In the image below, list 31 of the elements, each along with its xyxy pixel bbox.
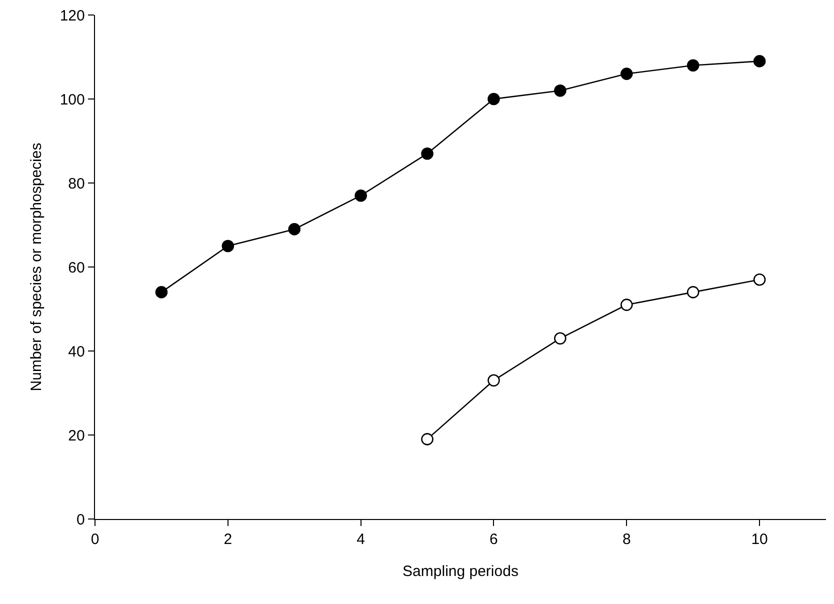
y-tick-label: 20 <box>68 427 85 444</box>
point <box>222 240 234 252</box>
point <box>421 433 434 446</box>
point <box>155 286 168 298</box>
y-tick-label: 80 <box>68 175 85 192</box>
x-axis-title: Sampling periods <box>402 563 518 580</box>
point <box>288 223 301 236</box>
point <box>620 298 633 311</box>
y-axis-title: Number of species or morphospecies <box>28 142 46 392</box>
y-tick-label: 0 <box>76 511 85 528</box>
y-tick-label: 100 <box>60 91 85 108</box>
point <box>421 147 434 160</box>
point <box>753 273 766 286</box>
x-tick-label: 6 <box>490 531 498 548</box>
x-tick-label: 0 <box>90 531 100 548</box>
x-tick-label: 4 <box>356 531 365 548</box>
x-tick-label: 8 <box>622 531 631 548</box>
point <box>488 374 500 387</box>
point <box>354 189 367 202</box>
point <box>686 59 700 72</box>
y-tick-label: 40 <box>68 343 85 360</box>
y-tick-label: 60 <box>68 259 85 276</box>
y-tick-label: 120 <box>60 7 85 24</box>
x-tick-label: 2 <box>224 531 232 548</box>
point <box>753 55 766 68</box>
point <box>488 92 500 106</box>
point <box>686 286 700 298</box>
point <box>554 332 566 345</box>
x-tick-label: 10 <box>751 531 768 548</box>
point <box>620 68 633 80</box>
point <box>554 84 566 97</box>
